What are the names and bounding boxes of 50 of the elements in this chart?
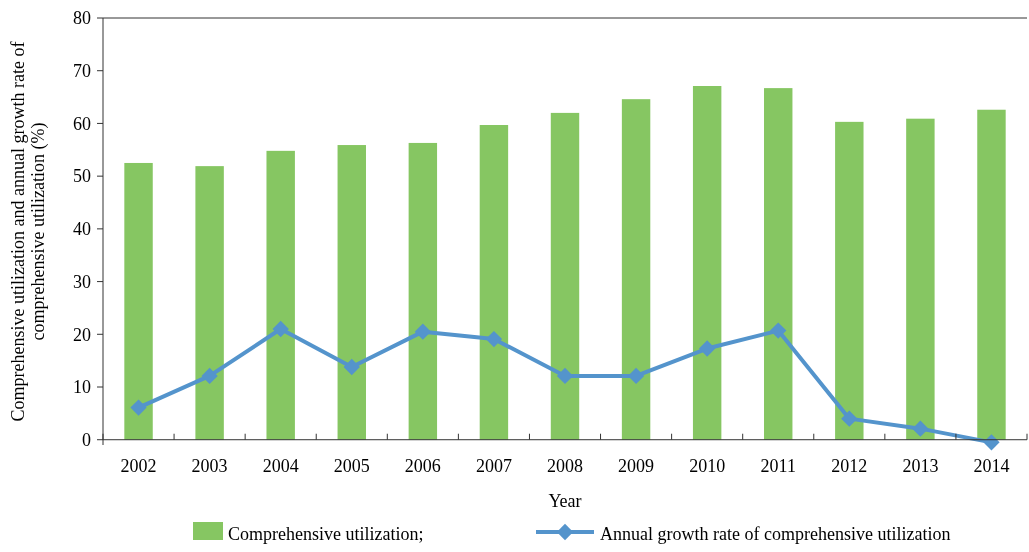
x-tick-label: 2004 xyxy=(262,456,299,476)
bar xyxy=(337,145,366,440)
y-tick-label: 60 xyxy=(73,113,91,134)
bar xyxy=(906,118,935,440)
x-tick-label: 2012 xyxy=(831,456,868,476)
x-axis-title: Year xyxy=(548,491,582,511)
point xyxy=(272,320,289,338)
x-tick-label: 2002 xyxy=(120,456,157,476)
point xyxy=(414,323,432,340)
bar xyxy=(621,99,651,440)
y-tick-label: 0 xyxy=(82,430,91,451)
legend-label: Annual growth rate of comprehensive utilization xyxy=(600,524,951,544)
y-tick-label: 70 xyxy=(73,61,91,82)
point xyxy=(912,420,929,437)
bar xyxy=(764,88,793,440)
x-tick-label: 2009 xyxy=(618,456,655,476)
point xyxy=(201,367,218,385)
point xyxy=(485,330,503,348)
point xyxy=(983,434,1000,451)
bar xyxy=(266,150,295,440)
legend-label: Comprehensive utilization; xyxy=(228,524,424,544)
y-tick-label: 10 xyxy=(73,377,91,398)
bar xyxy=(479,125,509,440)
point xyxy=(130,399,147,416)
bar xyxy=(195,166,224,440)
x-tick-label: 2011 xyxy=(760,456,796,476)
y-tick-label: 30 xyxy=(73,271,91,292)
y-tick-label: 20 xyxy=(73,324,91,345)
bar xyxy=(408,142,438,440)
y-tick-label: 50 xyxy=(73,166,91,187)
x-tick-label: 2007 xyxy=(475,456,512,476)
bar xyxy=(124,162,153,440)
x-tick-label: 2005 xyxy=(333,456,370,476)
y-axis-title: Comprehensive utilization and annual growth rate of comprehensive utilization (%) xyxy=(8,41,49,422)
x-tick-label: 2013 xyxy=(902,456,939,476)
point xyxy=(841,410,858,427)
point xyxy=(698,340,716,357)
x-tick-label: 2010 xyxy=(689,456,726,476)
x-tick-label: 2014 xyxy=(973,456,1010,476)
y-tick-label: 80 xyxy=(73,8,91,29)
x-tick-label: 2006 xyxy=(404,456,441,476)
point xyxy=(770,322,787,339)
point xyxy=(343,358,360,376)
bar xyxy=(835,121,864,440)
bar xyxy=(692,86,722,440)
x-tick-label: 2003 xyxy=(191,456,228,476)
x-tick-label: 2008 xyxy=(547,456,583,476)
bar xyxy=(550,112,580,440)
bar xyxy=(977,109,1006,440)
y-tick-label: 40 xyxy=(73,219,91,240)
